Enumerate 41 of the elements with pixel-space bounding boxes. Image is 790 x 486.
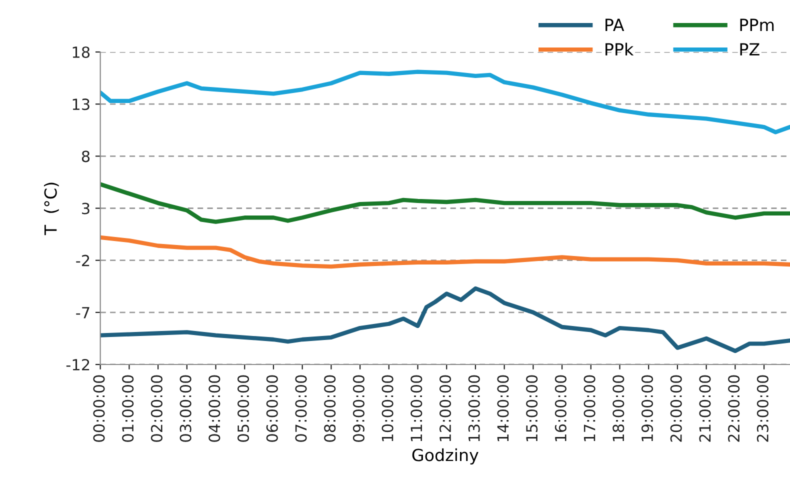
- x-tick-label: 21:00:00: [699, 375, 711, 442]
- y-tick-label: 18: [72, 46, 90, 58]
- x-tick-label: 09:00:00: [352, 375, 364, 442]
- x-tick-label: 20:00:00: [670, 375, 682, 442]
- x-tick-label: 10:00:00: [382, 375, 394, 442]
- x-tick-label: 02:00:00: [150, 375, 162, 442]
- x-tick-label: 19:00:00: [641, 375, 654, 442]
- line-series: [100, 182, 790, 224]
- line-series: [100, 235, 790, 269]
- legend-label: PPm: [740, 18, 774, 31]
- x-tick-label: 12:00:00: [439, 375, 452, 442]
- x-tick-label: 15:00:00: [526, 375, 538, 442]
- x-tick-label: 18:00:00: [612, 375, 624, 442]
- y-tick-label: -2: [76, 254, 90, 266]
- y-tick-label: -12: [66, 358, 90, 370]
- x-tick-label: 16:00:00: [554, 375, 566, 442]
- x-tick-label: 13:00:00: [468, 375, 480, 442]
- line-series: [100, 286, 790, 354]
- x-tick-label: 01:00:00: [122, 375, 134, 442]
- y-tick-label: 3: [82, 202, 90, 214]
- legend-label: PPk: [606, 42, 634, 56]
- x-tick-label: 23:00:00: [756, 375, 768, 442]
- legend-label: PA: [606, 18, 624, 31]
- x-tick-label: 08:00:00: [324, 375, 336, 442]
- x-tick-label: 22:00:00: [728, 375, 740, 442]
- x-tick-label: 06:00:00: [266, 375, 278, 442]
- y-axis-title: T (°C): [44, 182, 59, 236]
- x-tick-label: 03:00:00: [180, 375, 192, 442]
- x-axis-title: Godziny: [412, 448, 478, 465]
- y-tick-label: 8: [82, 150, 90, 162]
- x-tick-label: 11:00:00: [410, 375, 422, 442]
- y-tick-label: -7: [76, 307, 90, 318]
- x-tick-label: 17:00:00: [584, 375, 596, 442]
- x-tick-label: 14:00:00: [497, 375, 509, 442]
- x-tick-label: 04:00:00: [208, 375, 220, 442]
- x-tick-label: 07:00:00: [295, 375, 307, 442]
- x-tick-label: 00:00:00: [93, 375, 105, 442]
- legend-label: PZ: [740, 43, 760, 56]
- x-tick-label: 05:00:00: [237, 375, 250, 442]
- y-tick-label: 13: [72, 98, 90, 110]
- line-series: [100, 70, 790, 134]
